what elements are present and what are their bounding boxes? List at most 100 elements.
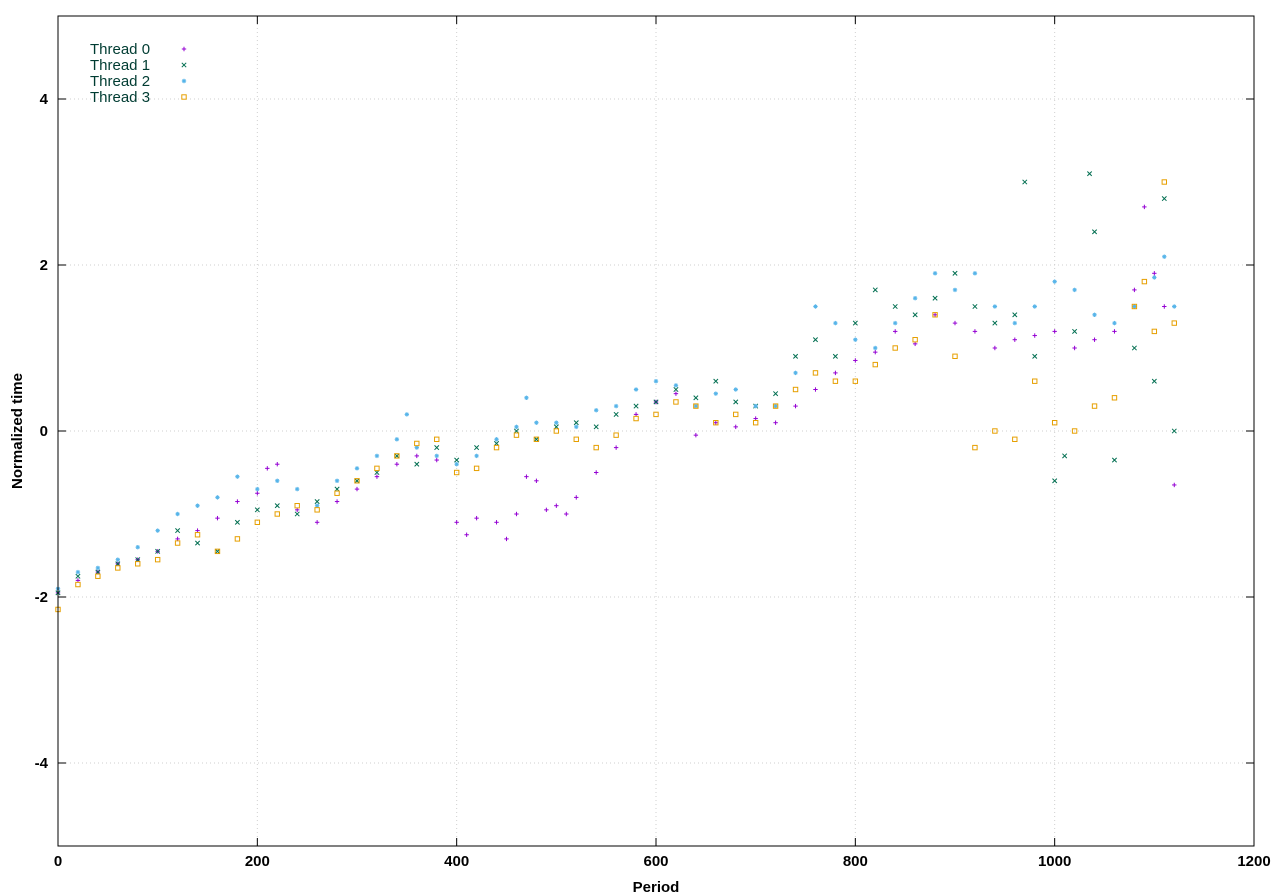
- data-point: [564, 511, 569, 517]
- data-points: [55, 171, 1177, 613]
- data-point: [952, 320, 958, 326]
- data-point: [1072, 328, 1078, 334]
- legend-label: Thread 2: [90, 73, 150, 90]
- data-point: [1012, 312, 1018, 318]
- axis-ticks: 0 200 400 600 800 1000 1200 -4 -2 0 2 4: [35, 16, 1271, 870]
- data-point: [194, 532, 201, 538]
- y-tick-label: 4: [40, 91, 49, 108]
- data-point: [154, 556, 161, 563]
- data-point: [1132, 304, 1137, 309]
- data-point: [1032, 353, 1038, 359]
- legend-marker: [181, 78, 187, 84]
- data-point: [1111, 457, 1118, 463]
- data-point: [1152, 275, 1157, 280]
- data-point: [693, 403, 699, 409]
- data-point: [494, 520, 499, 525]
- data-point: [534, 478, 539, 483]
- data-point: [693, 403, 699, 409]
- data-point: [533, 436, 539, 442]
- data-point: [853, 337, 858, 342]
- data-point: [733, 399, 739, 405]
- data-point: [574, 424, 579, 430]
- data-point: [573, 420, 579, 426]
- legend-label: Thread 0: [90, 41, 150, 58]
- data-point: [594, 470, 599, 475]
- data-point: [1052, 329, 1057, 334]
- data-point: [254, 519, 261, 525]
- legend-label: Thread 1: [90, 57, 150, 74]
- data-point: [872, 287, 878, 293]
- data-point: [1171, 428, 1177, 434]
- data-point: [274, 503, 280, 509]
- data-point: [1052, 279, 1057, 284]
- data-point: [852, 378, 859, 384]
- data-point: [912, 296, 918, 301]
- data-point: [394, 462, 400, 467]
- legend-label: Thread 3: [90, 89, 150, 106]
- data-point: [1111, 395, 1118, 401]
- data-point: [852, 320, 858, 326]
- data-point: [215, 495, 220, 500]
- data-point: [753, 403, 758, 409]
- data-point: [1151, 328, 1158, 335]
- legend-item-thread-2: Thread 2: [90, 73, 187, 90]
- data-point: [514, 511, 519, 517]
- data-point: [1112, 320, 1117, 326]
- data-point: [1071, 428, 1078, 434]
- data-point: [1171, 320, 1177, 326]
- data-point: [1131, 345, 1137, 351]
- data-point: [912, 337, 918, 343]
- data-point: [653, 379, 659, 384]
- data-point: [992, 345, 998, 351]
- x-tick-label: 1200: [1237, 853, 1270, 870]
- data-point: [952, 270, 958, 276]
- data-point: [414, 453, 419, 459]
- data-point: [514, 424, 519, 430]
- data-point: [892, 345, 898, 351]
- data-point: [95, 573, 101, 579]
- data-point: [594, 408, 599, 413]
- data-point: [593, 424, 599, 430]
- data-point: [434, 436, 440, 443]
- data-point: [1072, 345, 1077, 351]
- data-point: [454, 462, 459, 467]
- data-point: [434, 457, 439, 463]
- data-point: [793, 403, 798, 409]
- data-point: [75, 573, 81, 579]
- data-point: [155, 548, 161, 554]
- data-point: [613, 445, 619, 450]
- data-point: [932, 295, 938, 301]
- data-point: [414, 445, 419, 450]
- legend-marker: [181, 46, 187, 52]
- data-point: [1131, 303, 1138, 310]
- data-point: [773, 403, 778, 409]
- data-point: [1162, 304, 1167, 309]
- data-point: [972, 329, 978, 334]
- data-point: [773, 391, 779, 397]
- data-point: [972, 303, 978, 310]
- data-point: [1092, 337, 1097, 342]
- data-point: [793, 370, 798, 376]
- y-axis-title: Normalized time: [9, 373, 26, 489]
- data-point: [833, 370, 838, 376]
- data-point: [1032, 304, 1037, 309]
- data-point: [693, 395, 699, 401]
- data-point: [234, 536, 241, 542]
- legend-item-thread-1: Thread 1: [90, 57, 187, 74]
- data-point: [1132, 287, 1137, 293]
- data-point: [135, 561, 141, 567]
- data-point: [1141, 278, 1148, 285]
- data-point: [354, 486, 360, 492]
- data-point: [713, 420, 719, 426]
- legend-marker: [181, 62, 187, 68]
- data-point: [673, 386, 679, 393]
- data-point: [524, 395, 529, 400]
- legend-item-thread-0: Thread 0: [90, 41, 187, 58]
- data-point: [813, 304, 818, 309]
- data-point: [893, 329, 898, 334]
- data-point: [992, 428, 998, 434]
- data-point: [1062, 453, 1068, 459]
- data-point: [633, 387, 639, 392]
- data-point: [404, 412, 410, 417]
- data-point: [294, 511, 300, 517]
